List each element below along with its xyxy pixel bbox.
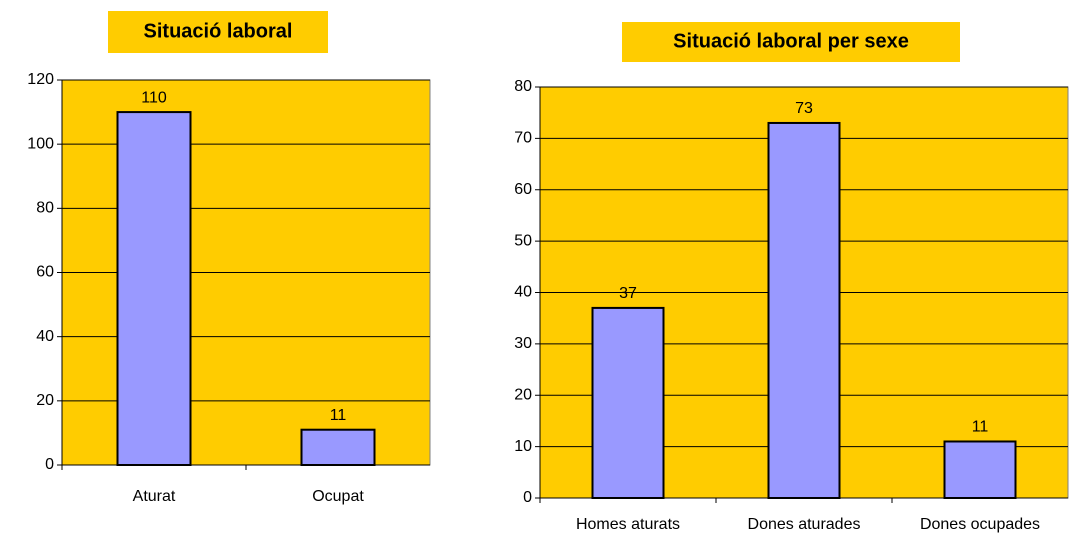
y-tick-label: 0 [45, 456, 54, 473]
bar [591, 306, 665, 499]
value-label: 110 [141, 89, 167, 106]
y-tick-label: 40 [514, 284, 532, 301]
bar [300, 428, 376, 467]
title-box [108, 11, 328, 53]
y-tick-label: 60 [36, 264, 54, 281]
bar [767, 121, 841, 500]
y-tick-label: 20 [514, 386, 532, 403]
x-tick-label: Dones ocupades [920, 516, 1040, 533]
bar [116, 111, 192, 466]
y-tick-label: 80 [514, 78, 532, 95]
y-tick-label: 30 [514, 335, 532, 352]
x-tick-label: Dones aturades [748, 516, 861, 533]
chart-title: Situació laboral [144, 20, 293, 42]
value-label: 37 [619, 285, 637, 302]
chart-title: Situació laboral per sexe [673, 30, 909, 52]
y-tick-label: 60 [514, 181, 532, 198]
x-tick-label: Homes aturats [576, 516, 680, 533]
y-tick-label: 0 [523, 489, 532, 506]
value-label: 11 [972, 419, 989, 436]
y-tick-label: 50 [514, 232, 532, 249]
x-tick-label: Ocupat [312, 488, 364, 505]
y-tick-label: 100 [27, 135, 54, 152]
y-tick-label: 120 [27, 71, 54, 88]
bar [943, 440, 1017, 499]
y-tick-label: 10 [514, 438, 532, 455]
y-tick-label: 40 [36, 328, 54, 345]
y-tick-label: 70 [514, 130, 532, 147]
y-tick-label: 80 [36, 200, 54, 217]
title-box [622, 22, 960, 62]
y-tick-label: 20 [36, 392, 54, 409]
value-label: 73 [795, 100, 813, 117]
x-tick-label: Aturat [133, 488, 176, 505]
value-label: 11 [330, 407, 347, 424]
